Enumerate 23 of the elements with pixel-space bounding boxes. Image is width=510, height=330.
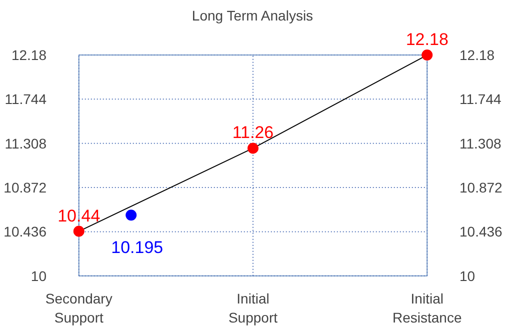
y-tick-label: 10: [30, 268, 47, 284]
y2-tick-label: 11.308: [460, 135, 502, 152]
y-tick-label: 11.308: [4, 135, 47, 152]
y2-tick-label: 11.744: [460, 91, 502, 108]
point: [422, 50, 433, 60]
y-tick-label: 11.744: [4, 91, 47, 108]
data-label: 11.26: [232, 123, 274, 142]
data-label: 10.44: [58, 206, 100, 226]
x-tick-label: Initial Resistance: [392, 290, 462, 326]
point: [248, 142, 258, 154]
chart-title: Long Term Analysis: [192, 8, 314, 24]
y2-tick-label: 10.872: [460, 180, 503, 196]
y-tick-label: 10.436: [4, 224, 47, 240]
x-tick-label: Initial Support: [228, 290, 278, 326]
y2-tick-label: 12.18: [460, 47, 495, 64]
point: [73, 226, 84, 237]
y-tick-label: 12.18: [11, 47, 47, 64]
annotation: 10.195: [111, 238, 164, 258]
y-tick-label: 10.872: [4, 180, 47, 196]
y2-tick-label: 10: [460, 268, 476, 284]
x-tick-label: Secondary Support: [45, 290, 112, 326]
y2-tick-label: 10.436: [460, 224, 503, 240]
data-label: 12.18: [406, 30, 448, 50]
